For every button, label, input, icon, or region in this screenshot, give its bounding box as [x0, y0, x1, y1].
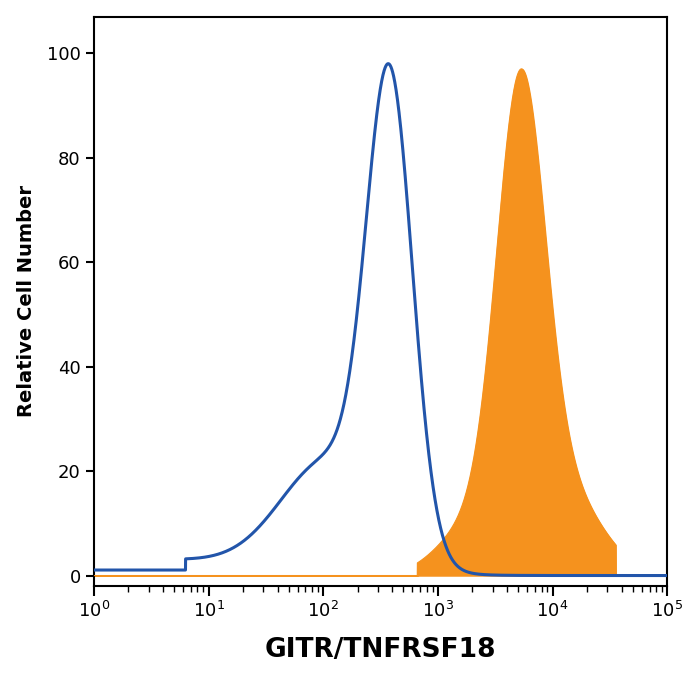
Y-axis label: Relative Cell Number: Relative Cell Number — [17, 186, 36, 418]
X-axis label: GITR/TNFRSF18: GITR/TNFRSF18 — [265, 637, 496, 663]
